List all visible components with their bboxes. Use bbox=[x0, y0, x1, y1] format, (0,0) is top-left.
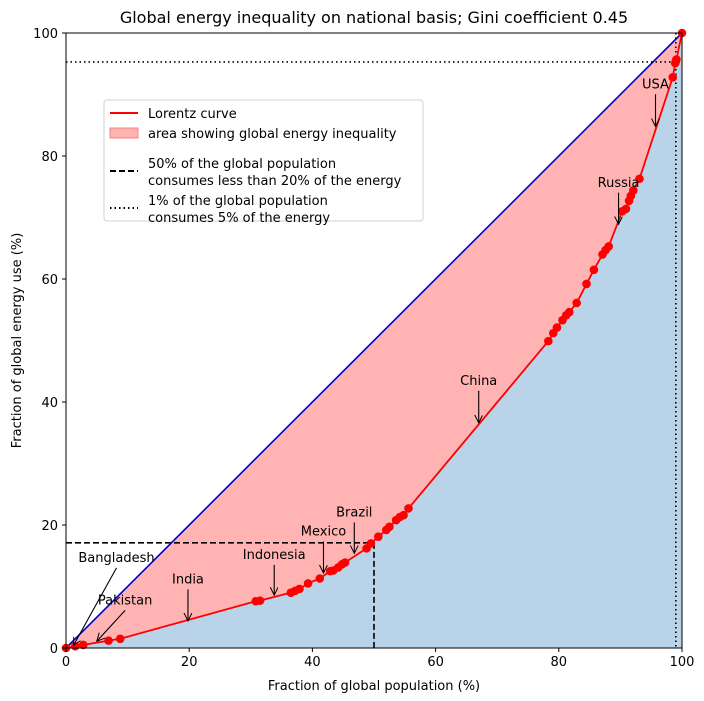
lorentz-point bbox=[295, 584, 304, 594]
lorentz-point bbox=[582, 279, 591, 289]
lorentz-point bbox=[589, 265, 599, 275]
lorentz-point bbox=[78, 640, 88, 650]
legend-label: 50% of the global population consumes les… bbox=[148, 157, 402, 189]
annotation-label-bangladesh: Bangladesh bbox=[78, 551, 154, 566]
lorentz-point bbox=[668, 72, 678, 82]
x-tick-label: 20 bbox=[181, 655, 198, 670]
lorentz-point bbox=[115, 634, 125, 644]
y-tick-label: 40 bbox=[41, 396, 58, 411]
lorentz-point bbox=[572, 298, 581, 308]
lorentz-point bbox=[255, 596, 265, 605]
lorentz-point bbox=[672, 55, 681, 64]
annotation-label-china: China bbox=[460, 374, 497, 389]
annotation-arrow-bangladesh bbox=[73, 567, 117, 646]
lorentz-point bbox=[552, 323, 562, 332]
lorentz-point bbox=[385, 522, 394, 532]
legend-label: 1% of the global population consumes 5% o… bbox=[148, 194, 330, 226]
lorentz-point bbox=[604, 242, 613, 251]
annotation-label-india: India bbox=[172, 572, 204, 587]
y-tick-label: 20 bbox=[41, 519, 58, 534]
lorentz-point bbox=[544, 336, 553, 346]
annotation-label-brazil: Brazil bbox=[336, 505, 372, 520]
lorentz-point bbox=[104, 636, 113, 645]
area-under-curve bbox=[66, 33, 682, 648]
legend-box bbox=[103, 99, 424, 222]
x-tick-label: 60 bbox=[427, 655, 444, 670]
legend-label: area showing global energy inequality bbox=[148, 127, 397, 142]
lorentz-point bbox=[629, 186, 638, 195]
y-axis-label: Fraction of global energy use (%) bbox=[10, 233, 25, 449]
lorentz-point bbox=[366, 539, 376, 548]
equality-diagonal bbox=[65, 32, 683, 649]
x-tick-label: 100 bbox=[670, 655, 695, 670]
annotation-label-usa: USA bbox=[642, 77, 669, 92]
lorentz-point bbox=[374, 532, 383, 541]
x-tick-label: 80 bbox=[551, 655, 568, 670]
lorentz-point bbox=[404, 504, 413, 513]
lorentz-point bbox=[635, 174, 644, 184]
annotation-arrow-pakistan bbox=[97, 609, 126, 641]
y-tick-label: 80 bbox=[41, 150, 58, 165]
annotation-label-mexico: Mexico bbox=[301, 524, 346, 539]
legend-symbol-patch bbox=[109, 127, 139, 139]
lorentz-point bbox=[315, 574, 325, 583]
lorentz-point bbox=[399, 510, 408, 520]
lorentz-point bbox=[621, 204, 631, 214]
x-axis-label: Fraction of global population (%) bbox=[268, 679, 480, 694]
chart-title: Global energy inequality on national bas… bbox=[120, 8, 628, 27]
lorentz-point bbox=[340, 558, 350, 567]
lorentz-point bbox=[564, 307, 574, 317]
lorentz-point bbox=[303, 579, 313, 588]
x-tick-label: 0 bbox=[62, 655, 70, 670]
y-tick-label: 0 bbox=[50, 642, 58, 657]
y-tick-label: 100 bbox=[33, 27, 58, 42]
legend-label: Lorentz curve bbox=[148, 107, 237, 122]
y-tick-label: 60 bbox=[41, 273, 58, 288]
plot-frame bbox=[65, 32, 683, 649]
x-tick-label: 40 bbox=[304, 655, 321, 670]
annotation-label-pakistan: Pakistan bbox=[98, 593, 152, 608]
annotation-label-russia: Russia bbox=[598, 176, 640, 191]
annotation-label-indonesia: Indonesia bbox=[243, 548, 306, 563]
